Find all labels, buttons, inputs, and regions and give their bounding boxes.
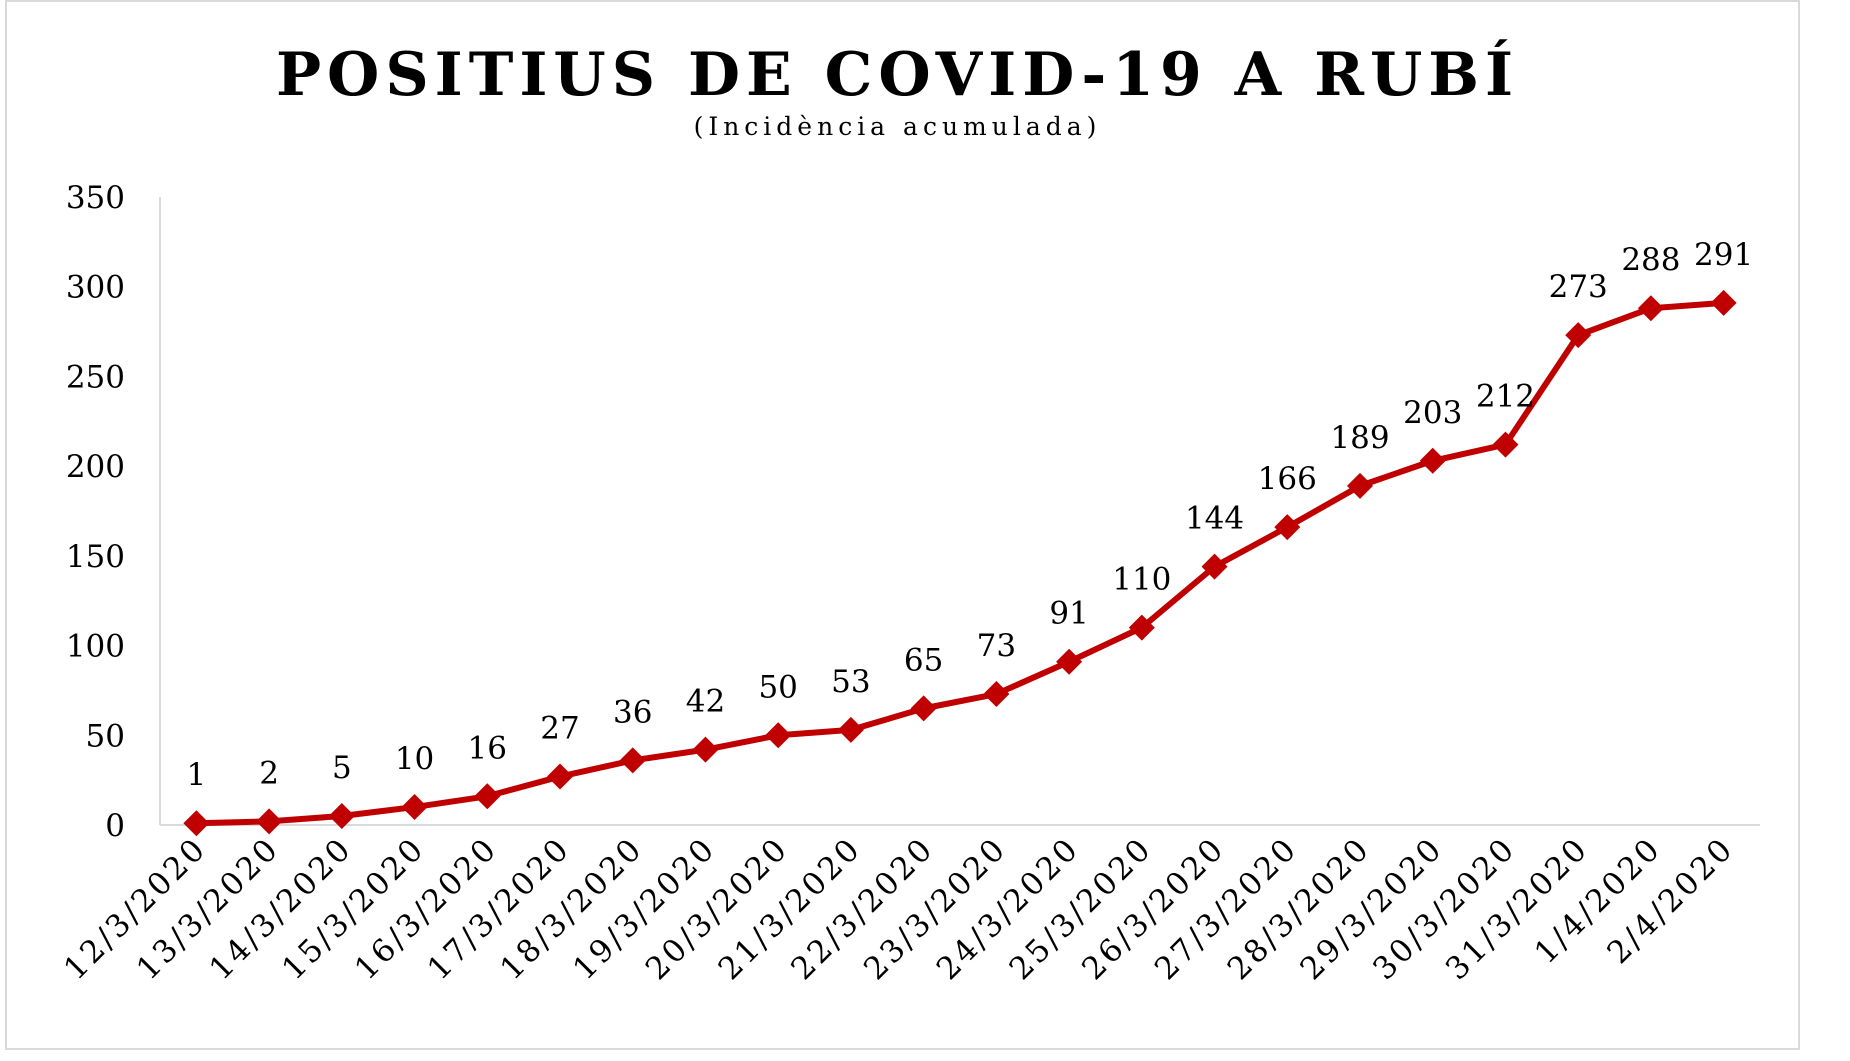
data-label: 27 bbox=[540, 711, 579, 747]
data-point-marker bbox=[256, 808, 283, 835]
data-point-marker bbox=[474, 783, 501, 810]
data-label: 110 bbox=[1112, 562, 1171, 598]
data-label: 1 bbox=[186, 757, 206, 793]
data-point-marker bbox=[1565, 322, 1592, 349]
y-tick-label: 200 bbox=[66, 449, 125, 485]
data-label: 91 bbox=[1049, 596, 1088, 632]
data-point-marker bbox=[183, 810, 210, 837]
data-label: 16 bbox=[468, 730, 507, 766]
data-point-marker bbox=[547, 763, 573, 790]
data-label: 291 bbox=[1694, 237, 1753, 273]
y-tick-label: 250 bbox=[66, 359, 125, 395]
y-tick-label: 150 bbox=[66, 539, 125, 575]
y-tick-label: 350 bbox=[66, 180, 125, 216]
chart-frame bbox=[5, 0, 1800, 1050]
data-point-marker bbox=[1056, 648, 1083, 675]
y-tick-label: 100 bbox=[66, 629, 125, 665]
series-line bbox=[196, 299, 1724, 827]
data-point-marker bbox=[1710, 289, 1737, 316]
data-label: 5 bbox=[332, 750, 352, 786]
data-label: 203 bbox=[1403, 395, 1462, 431]
data-point-marker bbox=[983, 681, 1010, 708]
data-point-marker bbox=[1201, 553, 1228, 580]
data-point-marker bbox=[1128, 614, 1155, 641]
data-label: 2 bbox=[259, 755, 279, 791]
data-point-marker bbox=[765, 722, 792, 749]
data-label: 73 bbox=[977, 628, 1016, 664]
data-label: 144 bbox=[1185, 501, 1244, 537]
data-label: 212 bbox=[1476, 379, 1535, 415]
data-label: 42 bbox=[686, 684, 725, 720]
data-point-marker bbox=[910, 695, 937, 722]
y-tick-label: 0 bbox=[105, 808, 125, 844]
data-point-marker bbox=[1274, 514, 1301, 541]
chart-subtitle: (Incidència acumulada) bbox=[693, 112, 1102, 141]
data-label: 273 bbox=[1549, 269, 1608, 305]
data-label: 166 bbox=[1258, 461, 1317, 497]
data-label: 36 bbox=[613, 694, 652, 730]
data-point-marker bbox=[837, 716, 864, 743]
data-point-marker bbox=[1492, 431, 1519, 458]
data-point-marker bbox=[1347, 472, 1373, 499]
chart-title: POSITIUS DE COVID-19 A RUBÍ bbox=[275, 40, 1520, 110]
y-tick-label: 50 bbox=[86, 718, 125, 754]
data-label: 189 bbox=[1330, 420, 1389, 456]
data-point-marker bbox=[1419, 447, 1446, 474]
data-point-marker bbox=[328, 803, 355, 830]
data-point-marker bbox=[692, 736, 719, 763]
data-point-marker bbox=[1637, 295, 1664, 322]
data-label: 53 bbox=[831, 664, 870, 700]
data-label: 65 bbox=[904, 642, 943, 678]
data-label: 10 bbox=[395, 741, 434, 777]
data-label: 288 bbox=[1621, 242, 1680, 278]
y-tick-label: 300 bbox=[66, 270, 125, 306]
data-point-marker bbox=[619, 747, 646, 774]
data-point-marker bbox=[401, 794, 428, 821]
data-label: 50 bbox=[758, 669, 797, 705]
